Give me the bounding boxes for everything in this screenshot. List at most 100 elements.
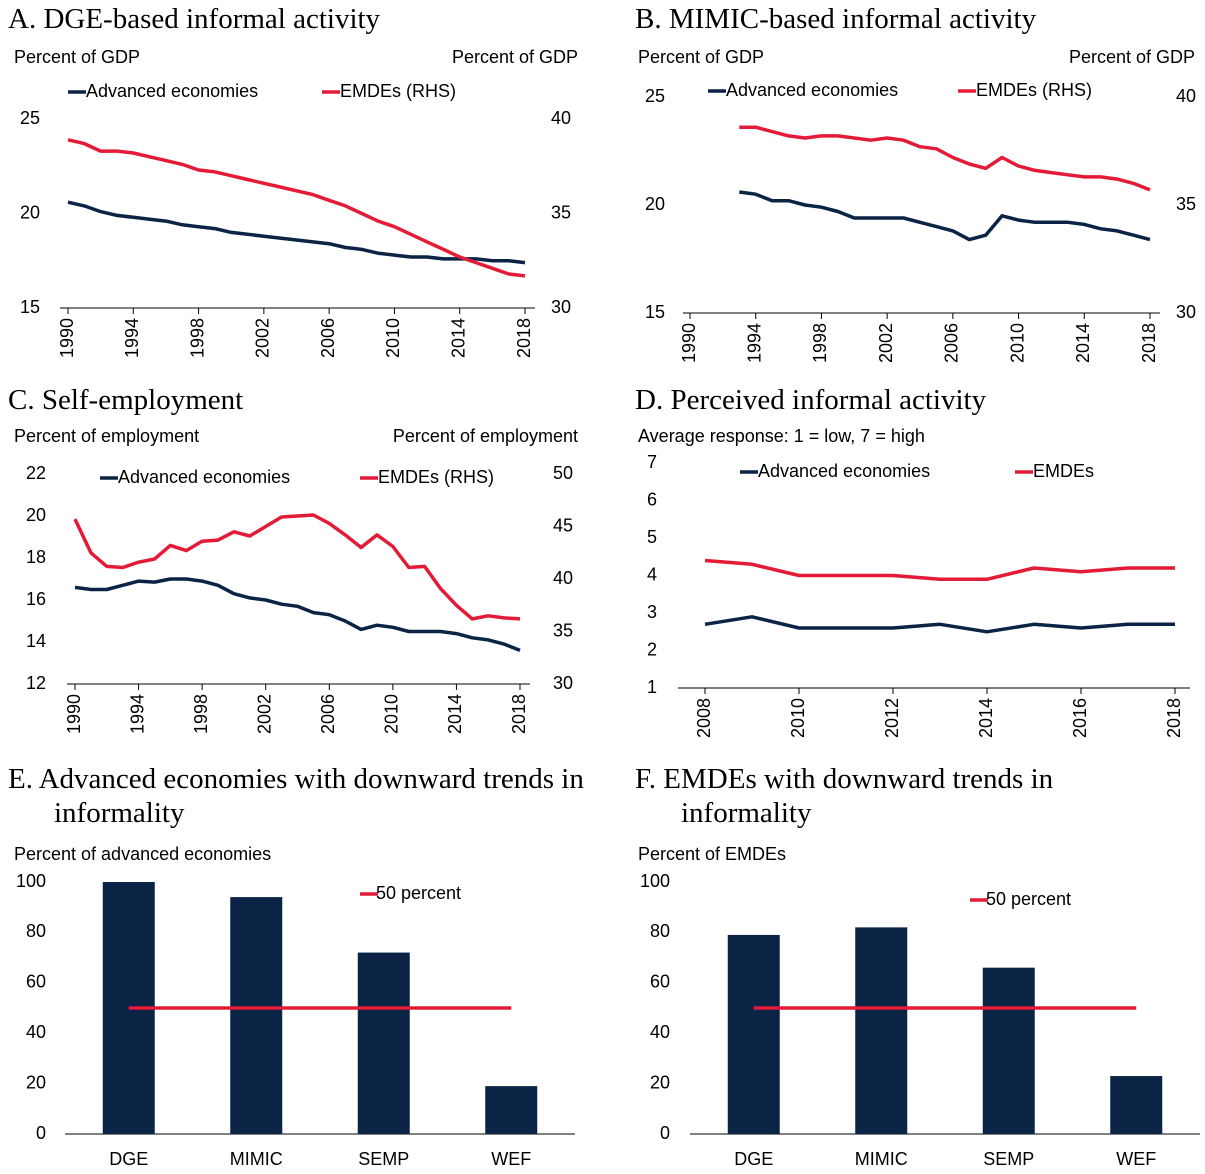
y2-tick-label: 30 xyxy=(1176,302,1196,322)
chart-title: C. Self-employment xyxy=(8,384,244,416)
series-line xyxy=(704,558,1175,582)
y-axis-label: Percent of employment xyxy=(14,426,199,446)
y-tick-label: 0 xyxy=(36,1123,46,1143)
y-tick-label: 60 xyxy=(26,972,46,992)
x-tick-label: 2002 xyxy=(254,694,274,734)
y-tick-label: 20 xyxy=(26,505,46,525)
x-tick-label: 2012 xyxy=(882,698,902,738)
y-tick-label: 15 xyxy=(645,302,665,322)
x-tick-label: 1994 xyxy=(744,323,764,363)
x-tick-label: 2018 xyxy=(1164,698,1184,738)
y-tick-label: 18 xyxy=(26,547,46,567)
y2-tick-label: 40 xyxy=(551,108,571,128)
x-tick-label: 2010 xyxy=(383,318,403,358)
chart-title: F. EMDEs with downward trends in informa… xyxy=(635,763,1054,829)
legend-label: EMDEs xyxy=(1033,461,1094,481)
y-tick-label: 7 xyxy=(647,452,657,472)
y2-axis-label: Percent of employment xyxy=(393,426,578,446)
x-tick-label: WEF xyxy=(491,1149,531,1169)
bar xyxy=(357,952,410,1134)
y2-tick-label: 40 xyxy=(1176,86,1196,106)
y2-tick-label: 30 xyxy=(551,297,571,317)
x-tick-label: WEF xyxy=(1116,1149,1156,1169)
x-tick-label: 1998 xyxy=(191,694,211,734)
y-axis-label: Percent of EMDEs xyxy=(638,844,786,864)
y-tick-label: 20 xyxy=(650,1072,670,1092)
x-tick-label: 1994 xyxy=(122,318,142,358)
x-tick-label: 1994 xyxy=(127,694,147,734)
y-tick-label: 22 xyxy=(26,463,46,483)
y-axis-label: Percent of advanced economies xyxy=(14,844,271,864)
x-tick-label: 2018 xyxy=(1139,323,1159,363)
x-tick-label: 2008 xyxy=(694,698,714,738)
chart-title: E. Advanced economies with downward tren… xyxy=(8,763,584,829)
legend-label: Advanced economies xyxy=(758,461,930,481)
y2-tick-label: 30 xyxy=(553,673,573,693)
x-tick-label: 1990 xyxy=(679,323,699,363)
y-tick-label: 40 xyxy=(26,1022,46,1042)
y-tick-label: 2 xyxy=(647,639,657,659)
y2-tick-label: 35 xyxy=(553,620,573,640)
bar xyxy=(1110,1076,1163,1134)
legend-label: Advanced economies xyxy=(118,467,290,487)
y-tick-label: 40 xyxy=(650,1022,670,1042)
y2-tick-label: 35 xyxy=(1176,194,1196,214)
y-tick-label: 12 xyxy=(26,673,46,693)
x-tick-label: 2016 xyxy=(1070,698,1090,738)
y-tick-label: 60 xyxy=(650,972,670,992)
y-tick-label: 15 xyxy=(20,297,40,317)
bar xyxy=(727,934,780,1134)
series-line xyxy=(704,615,1175,634)
x-tick-label: 2010 xyxy=(788,698,808,738)
y-tick-label: 20 xyxy=(645,194,665,214)
y-tick-label: 5 xyxy=(647,527,657,547)
x-tick-label: 2014 xyxy=(448,318,468,358)
y-tick-label: 4 xyxy=(647,564,657,584)
y2-tick-label: 35 xyxy=(551,202,571,222)
y-axis-label: Percent of GDP xyxy=(638,47,764,67)
y-tick-label: 80 xyxy=(26,921,46,941)
y-tick-label: 100 xyxy=(640,871,670,891)
x-tick-label: 2006 xyxy=(318,694,338,734)
bar xyxy=(230,897,283,1134)
y-tick-label: 0 xyxy=(660,1123,670,1143)
x-tick-label: 1998 xyxy=(810,323,830,363)
y-tick-label: 20 xyxy=(26,1072,46,1092)
y-tick-label: 14 xyxy=(26,631,46,651)
y-tick-label: 20 xyxy=(20,202,40,222)
y-tick-label: 25 xyxy=(645,86,665,106)
x-tick-label: 1990 xyxy=(64,694,84,734)
chart-title: A. DGE-based informal activity xyxy=(8,3,381,35)
legend-label: Advanced economies xyxy=(726,80,898,100)
y-tick-label: 6 xyxy=(647,489,657,509)
chart-title: B. MIMIC-based informal activity xyxy=(635,3,1037,35)
series-line xyxy=(67,138,526,278)
x-tick-label: SEMP xyxy=(983,1149,1034,1169)
x-tick-label: 2006 xyxy=(942,323,962,363)
x-tick-label: DGE xyxy=(734,1149,773,1169)
legend-label: Advanced economies xyxy=(86,81,258,101)
series-line xyxy=(739,190,1151,242)
y2-axis-label: Percent of GDP xyxy=(1069,47,1195,67)
series-line xyxy=(73,513,521,621)
x-tick-label: 2014 xyxy=(976,698,996,738)
bar xyxy=(485,1086,538,1134)
y-axis-label: Average response: 1 = low, 7 = high xyxy=(638,426,925,446)
legend-label: EMDEs (RHS) xyxy=(976,80,1092,100)
x-tick-label: MIMIC xyxy=(855,1149,908,1169)
y-tick-label: 25 xyxy=(20,108,40,128)
bar xyxy=(855,927,908,1134)
y-tick-label: 16 xyxy=(26,589,46,609)
y-tick-label: 100 xyxy=(16,871,46,891)
x-tick-label: 1998 xyxy=(187,318,207,358)
y-axis-label: Percent of GDP xyxy=(14,47,140,67)
series-line xyxy=(74,577,521,653)
x-tick-label: 2002 xyxy=(253,318,273,358)
legend-label: EMDEs (RHS) xyxy=(340,81,456,101)
legend-label: 50 percent xyxy=(986,889,1071,909)
legend-label: 50 percent xyxy=(376,883,461,903)
y2-tick-label: 45 xyxy=(553,515,573,535)
series-line xyxy=(739,125,1151,192)
